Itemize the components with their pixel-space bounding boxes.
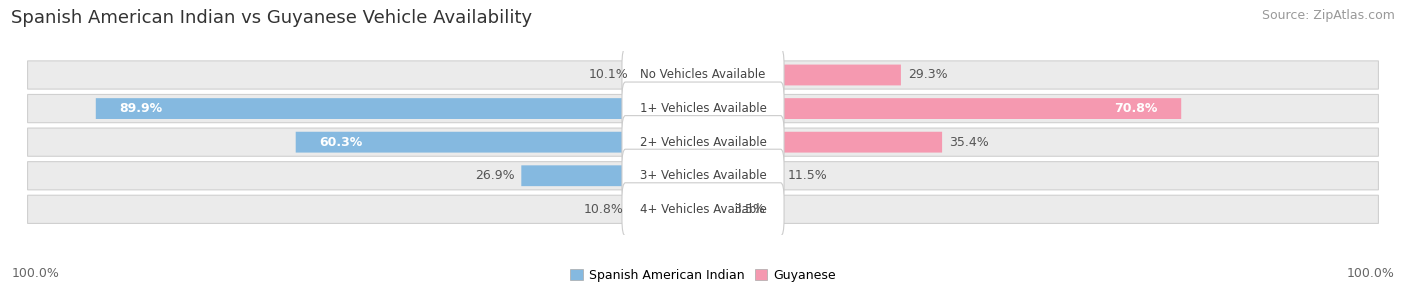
- FancyBboxPatch shape: [96, 98, 703, 119]
- FancyBboxPatch shape: [28, 94, 1378, 123]
- Legend: Spanish American Indian, Guyanese: Spanish American Indian, Guyanese: [565, 264, 841, 286]
- FancyBboxPatch shape: [703, 199, 727, 220]
- FancyBboxPatch shape: [703, 98, 1181, 119]
- Text: 100.0%: 100.0%: [11, 267, 59, 280]
- Text: No Vehicles Available: No Vehicles Available: [640, 68, 766, 82]
- Text: 1+ Vehicles Available: 1+ Vehicles Available: [640, 102, 766, 115]
- FancyBboxPatch shape: [703, 132, 942, 152]
- FancyBboxPatch shape: [522, 165, 703, 186]
- FancyBboxPatch shape: [28, 128, 1378, 156]
- Text: 70.8%: 70.8%: [1114, 102, 1157, 115]
- FancyBboxPatch shape: [630, 199, 703, 220]
- Text: 10.1%: 10.1%: [588, 68, 628, 82]
- Text: 11.5%: 11.5%: [787, 169, 827, 182]
- Text: Spanish American Indian vs Guyanese Vehicle Availability: Spanish American Indian vs Guyanese Vehi…: [11, 9, 533, 27]
- FancyBboxPatch shape: [621, 48, 785, 102]
- Text: 89.9%: 89.9%: [120, 102, 163, 115]
- FancyBboxPatch shape: [703, 165, 780, 186]
- Text: 100.0%: 100.0%: [1347, 267, 1395, 280]
- FancyBboxPatch shape: [28, 162, 1378, 190]
- FancyBboxPatch shape: [621, 149, 785, 202]
- Text: Source: ZipAtlas.com: Source: ZipAtlas.com: [1261, 9, 1395, 21]
- FancyBboxPatch shape: [621, 82, 785, 135]
- Text: 35.4%: 35.4%: [949, 136, 988, 149]
- Text: 2+ Vehicles Available: 2+ Vehicles Available: [640, 136, 766, 149]
- FancyBboxPatch shape: [28, 195, 1378, 223]
- Text: 4+ Vehicles Available: 4+ Vehicles Available: [640, 203, 766, 216]
- Text: 29.3%: 29.3%: [908, 68, 948, 82]
- FancyBboxPatch shape: [621, 116, 785, 169]
- Text: 3.5%: 3.5%: [734, 203, 765, 216]
- Text: 26.9%: 26.9%: [475, 169, 515, 182]
- FancyBboxPatch shape: [634, 65, 703, 86]
- FancyBboxPatch shape: [703, 65, 901, 86]
- FancyBboxPatch shape: [28, 61, 1378, 89]
- Text: 10.8%: 10.8%: [583, 203, 623, 216]
- FancyBboxPatch shape: [295, 132, 703, 152]
- Text: 60.3%: 60.3%: [319, 136, 363, 149]
- Text: 3+ Vehicles Available: 3+ Vehicles Available: [640, 169, 766, 182]
- FancyBboxPatch shape: [621, 183, 785, 236]
